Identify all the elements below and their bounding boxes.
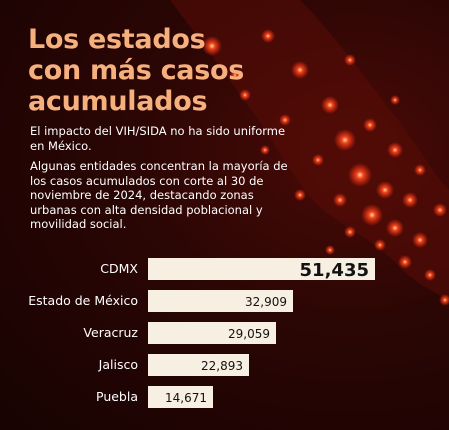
bar-category-label: Estado de México <box>28 293 138 308</box>
map-glow-dot <box>433 203 447 217</box>
bar-value-label: 22,893 <box>201 359 243 373</box>
map-glow-dot <box>390 95 400 105</box>
bar <box>148 258 375 280</box>
bar-category-label: Veracruz <box>83 325 138 340</box>
map-glow-dot <box>321 96 339 114</box>
title-line-3: acumulados <box>28 86 208 117</box>
map-glow-dot <box>230 70 240 80</box>
bar-row: Veracruz 29,059 <box>0 322 449 344</box>
map-glow-dot <box>414 164 426 176</box>
map-glow-dot <box>412 232 428 248</box>
page-title: Los estados con más casos acumulados <box>28 24 244 117</box>
bar-category-label: Puebla <box>96 389 138 404</box>
map-glow-dot <box>439 294 449 306</box>
map-glow-dot <box>344 54 356 66</box>
map-glow-dot <box>260 145 270 155</box>
map-glow-dot <box>424 269 436 281</box>
bar-row: Jalisco 22,893 <box>0 354 449 376</box>
map-glow-dot <box>312 154 324 166</box>
map-glow-dot <box>325 245 335 255</box>
title-line-2: con más casos <box>28 55 245 86</box>
map-glow-dot <box>387 142 403 158</box>
bar-value-label: 14,671 <box>165 391 207 405</box>
bar-value-label: 32,909 <box>245 295 287 309</box>
map-glow-dot <box>239 89 251 101</box>
title-line-1: Los estados <box>28 24 206 55</box>
map-glow-dot <box>398 255 412 269</box>
map-glow-dot <box>344 226 356 238</box>
map-glow-dot <box>348 163 372 187</box>
bar-row: CDMX 51,435 <box>0 258 449 281</box>
bar <box>148 386 213 408</box>
description-paragraph: Algunas entidades concentran la mayoría … <box>30 159 288 231</box>
map-glow-dot <box>374 239 386 251</box>
bar <box>148 290 293 312</box>
bar-row: Estado de México 32,909 <box>0 290 449 312</box>
bar-value-label: 51,435 <box>299 260 369 281</box>
bar-row: Puebla 14,671 <box>0 386 449 408</box>
map-glow-dot <box>334 129 356 151</box>
map-glow-dot <box>294 189 306 201</box>
bar <box>148 354 249 376</box>
bar <box>148 322 276 344</box>
map-glow-dot <box>279 114 291 126</box>
map-glow-dot <box>376 181 394 199</box>
map-glow-dot <box>402 192 418 208</box>
bar-category-label: CDMX <box>100 261 138 276</box>
map-glow-dot <box>291 61 309 79</box>
map-glow-dot <box>333 193 347 207</box>
map-glow-dot <box>261 29 275 43</box>
intro-paragraph: El impacto del VIH/SIDA no ha sido unifo… <box>30 124 286 153</box>
bar-value-label: 29,059 <box>228 327 270 341</box>
map-glow-dot <box>363 118 377 132</box>
map-glow-dot <box>361 204 383 226</box>
bar-category-label: Jalisco <box>98 357 138 372</box>
map-glow-dot <box>386 219 404 237</box>
map-glow-dot <box>202 36 222 56</box>
